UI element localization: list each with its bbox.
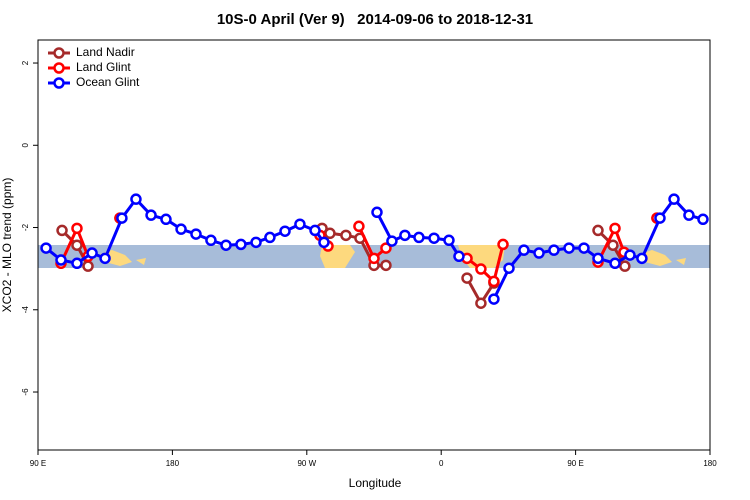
x-tick-label: 90 W [297,459,316,468]
legend-label: Land Nadir [76,45,135,59]
land-shape [136,258,146,265]
x-tick-label: 0 [439,459,444,468]
point [488,293,500,305]
point [563,242,575,254]
x-tick-label: 90 E [30,459,46,468]
point [340,229,352,242]
point [609,257,621,270]
point [82,260,94,272]
point [453,250,465,263]
marks [40,193,709,309]
point [497,238,509,251]
point [40,242,52,254]
y-tick-label: 0 [21,143,30,148]
legend-label: Ocean Glint [76,75,140,89]
x-tick-label: 180 [703,459,717,468]
x-tick-label: 180 [166,459,180,468]
point [220,239,232,251]
point [636,252,648,265]
point [235,238,247,251]
legend-marker [53,47,65,59]
point [607,239,619,251]
point [86,247,98,259]
point [160,213,172,226]
x-axis-label: Longitude [349,476,402,490]
point [318,236,330,249]
point [56,224,68,237]
legend-label: Land Glint [76,60,131,74]
x-tick-label: 90 E [567,459,583,468]
point [683,209,695,221]
point [518,244,530,256]
point [99,252,111,265]
point [145,209,157,221]
point [55,254,67,266]
chart-title: 10S-0 April (Ver 9) 2014-09-06 to 2018-1… [217,11,533,28]
point [371,206,383,219]
point [71,239,83,251]
point [279,225,291,237]
point [368,252,380,265]
point [205,234,217,247]
point [488,275,500,288]
y-tick-label: -6 [21,388,30,396]
point [130,193,142,205]
y-tick-label: -4 [21,306,30,314]
legend-marker [53,62,65,74]
point [533,247,545,259]
land-shape [676,258,686,265]
point [548,244,560,256]
point [592,224,604,237]
point [475,297,487,309]
plot-frame [37,39,711,451]
y-tick-label: 2 [21,60,30,65]
point [619,260,631,272]
legend-marker [53,77,65,89]
point [461,272,473,284]
point [175,223,187,235]
point [443,234,455,247]
point [592,252,604,265]
point [116,212,128,224]
point [386,235,398,247]
point [380,242,392,254]
point [294,218,306,230]
point [413,231,425,244]
point [475,263,487,275]
point [609,222,621,235]
point [697,213,709,226]
point [503,262,515,274]
point [624,249,636,261]
y-tick-label: -2 [21,223,30,231]
point [264,231,276,244]
y-axis-label: XCO2 - MLO trend (ppm) [0,178,14,313]
point [380,259,392,272]
point [668,193,680,205]
point [428,232,440,244]
point [190,228,202,240]
point [354,232,366,244]
point [309,224,321,237]
point [353,220,365,233]
point [71,257,83,270]
point [399,229,411,242]
point [250,236,262,249]
point [654,212,666,224]
land-shape [640,250,672,266]
point [71,222,83,235]
point [578,242,590,254]
point [324,227,336,240]
